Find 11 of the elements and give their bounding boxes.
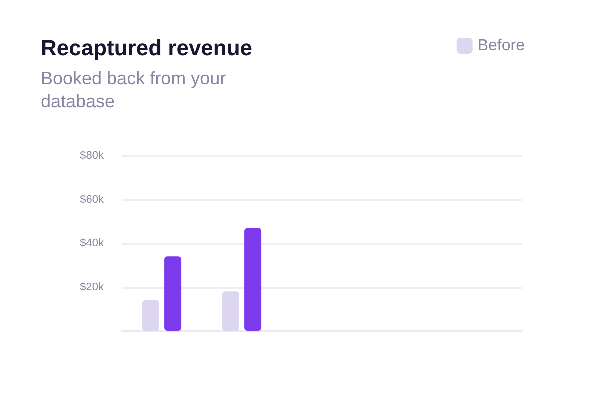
legend-label: Before xyxy=(478,38,526,54)
bar xyxy=(244,228,262,331)
bar xyxy=(164,256,182,331)
bar xyxy=(222,292,240,331)
bar xyxy=(142,300,160,331)
chart-title: Recaptured revenue xyxy=(41,36,253,60)
y-tick-label: $60k xyxy=(80,194,104,206)
chart-subtitle: Booked back from your database xyxy=(41,68,232,112)
y-tick-label: $80k xyxy=(80,150,104,162)
y-tick-label: $20k xyxy=(80,281,104,294)
y-tick-label: $40k xyxy=(80,238,104,250)
